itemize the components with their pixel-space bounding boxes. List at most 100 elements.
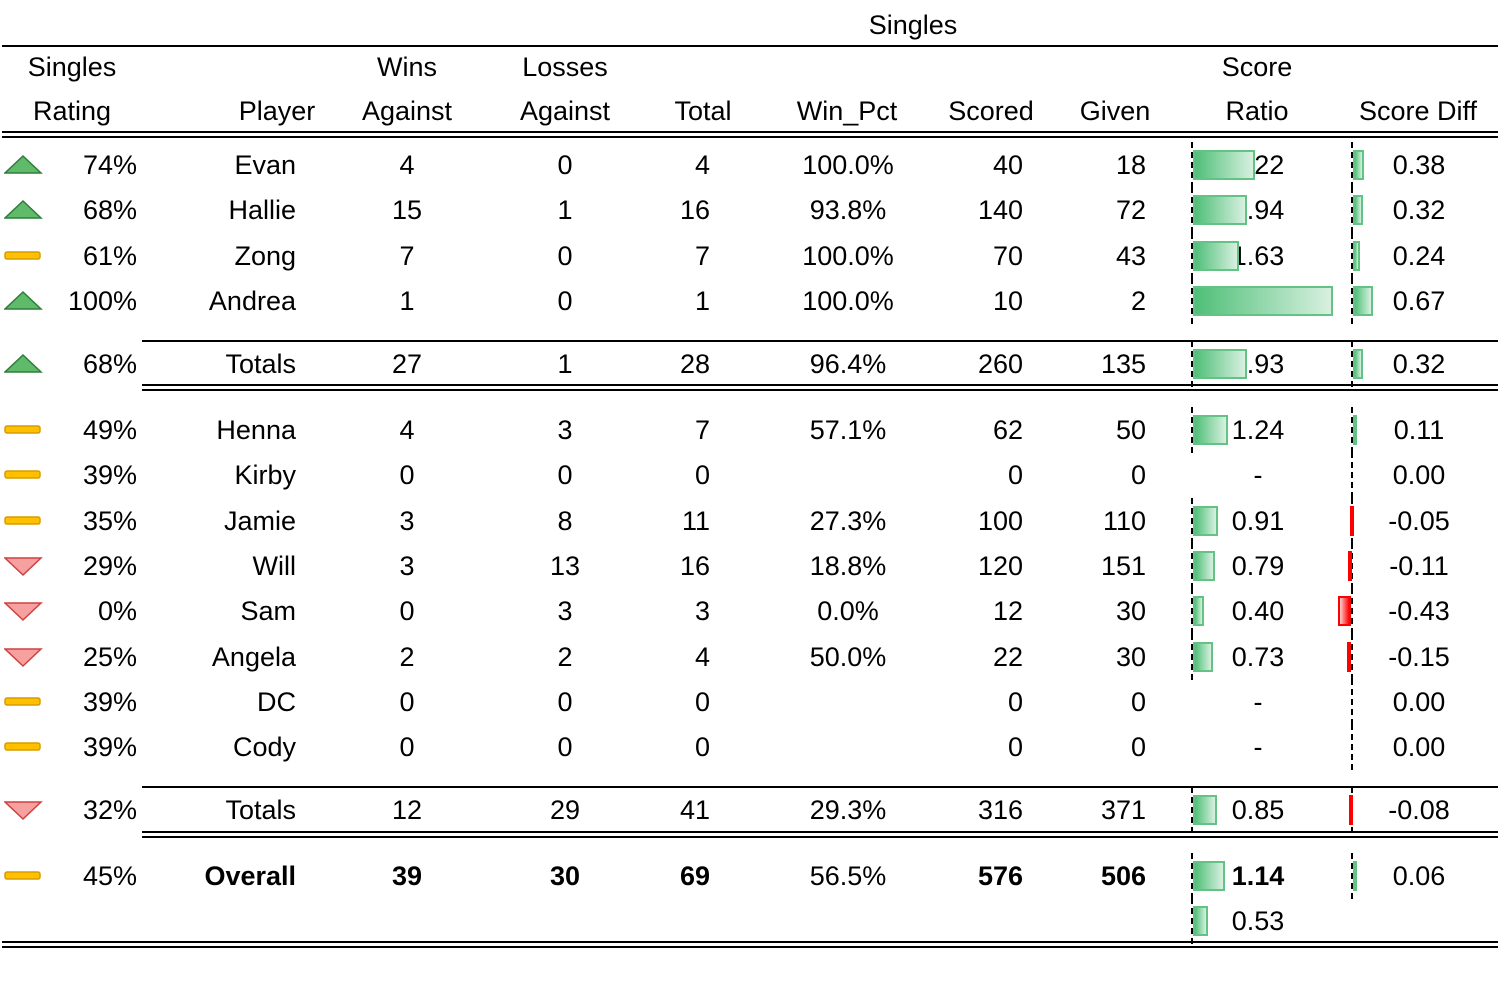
cell: 0: [557, 460, 573, 490]
cell: 4: [694, 642, 710, 672]
trend-icon: [4, 251, 41, 260]
cell: 0: [694, 460, 710, 490]
cell: -: [1253, 687, 1263, 717]
cell: 0.85: [1231, 795, 1285, 825]
data-bar: [1353, 349, 1363, 379]
cell: 1.24: [1231, 415, 1285, 445]
axis-line: [1191, 498, 1193, 544]
cell: 3: [399, 551, 415, 581]
cell: 0: [399, 687, 415, 717]
rule: [142, 836, 1498, 838]
cell: 2: [557, 642, 573, 672]
axis-line: [1191, 634, 1193, 680]
axis-line: [1351, 452, 1353, 498]
data-bar: [1193, 150, 1256, 180]
cell: Totals: [225, 795, 296, 825]
axis-line: [1351, 142, 1353, 188]
cell: 8: [557, 506, 573, 536]
cell: 43: [1115, 241, 1146, 271]
trend-icon: [4, 648, 43, 668]
axis-line: [1191, 278, 1193, 324]
column-header: Losses: [522, 52, 608, 82]
cell: Henna: [216, 415, 296, 445]
data-bar: [1353, 195, 1363, 225]
axis-line: [1351, 278, 1353, 324]
cell: 16: [679, 195, 710, 225]
cell: 12: [391, 795, 423, 825]
cell: 7: [399, 241, 415, 271]
table-title: Singles: [868, 10, 958, 40]
cell: 15: [391, 195, 423, 225]
cell: 1.14: [1231, 861, 1285, 891]
column-header: Total: [674, 96, 732, 126]
axis-line: [1351, 724, 1353, 770]
cell: 0.00: [1392, 732, 1446, 762]
axis-line: [1191, 233, 1193, 279]
data-bar: [1193, 861, 1225, 891]
data-bar: [1193, 349, 1248, 379]
cell: 0: [557, 150, 573, 180]
cell: 0.00: [1392, 460, 1446, 490]
cell: 0.32: [1392, 349, 1446, 379]
rule: [142, 786, 1498, 788]
cell: -0.15: [1388, 642, 1450, 672]
data-bar: [1353, 286, 1373, 316]
cell: 30: [549, 861, 581, 891]
cell: 4: [399, 150, 415, 180]
cell: 2: [1130, 286, 1146, 316]
cell: 45%: [82, 861, 137, 891]
cell: 13: [549, 551, 581, 581]
cell: 29: [549, 795, 581, 825]
cell: -0.43: [1388, 596, 1450, 626]
cell: 0.11: [1393, 415, 1445, 445]
cell: Andrea: [208, 286, 296, 316]
data-bar: [1193, 906, 1208, 936]
trend-icon: [4, 425, 41, 434]
cell: Totals: [225, 349, 296, 379]
cell: 0: [557, 241, 573, 271]
cell: 0: [1007, 732, 1023, 762]
rule: [142, 389, 1498, 391]
cell: 100%: [67, 286, 137, 316]
cell: 135: [1100, 349, 1146, 379]
data-bar: [1193, 596, 1205, 626]
cell: Evan: [234, 150, 296, 180]
cell: 0.91: [1231, 506, 1285, 536]
cell: -0.08: [1388, 795, 1450, 825]
trend-icon: [4, 470, 41, 479]
cell: 100.0%: [802, 241, 894, 271]
column-header: Score Diff: [1358, 96, 1478, 126]
cell: 4: [694, 150, 710, 180]
column-header: Given: [1079, 96, 1151, 126]
cell: Kirby: [234, 460, 296, 490]
cell: -: [1253, 460, 1263, 490]
cell: Overall: [204, 861, 296, 891]
axis-line: [1351, 187, 1353, 233]
cell: 0.06: [1392, 861, 1446, 891]
cell: 1: [694, 286, 710, 316]
cell: 0.53: [1231, 906, 1285, 936]
cell: 68%: [82, 195, 137, 225]
cell: 1: [557, 195, 573, 225]
column-header: Against: [361, 96, 453, 126]
data-bar: [1348, 795, 1353, 825]
cell: 7: [694, 415, 710, 445]
cell: 39%: [82, 732, 137, 762]
data-bar: [1193, 506, 1219, 536]
cell: 50.0%: [809, 642, 887, 672]
cell: 0.24: [1392, 241, 1446, 271]
cell: 10: [992, 286, 1023, 316]
cell: 28: [679, 349, 710, 379]
cell: 30: [1115, 642, 1146, 672]
column-header: Wins: [377, 52, 437, 82]
trend-icon: [4, 742, 41, 751]
cell: 16: [679, 551, 710, 581]
cell: Jamie: [223, 506, 296, 536]
cell: 74%: [82, 150, 137, 180]
cell: 12: [992, 596, 1023, 626]
cell: 25%: [82, 642, 137, 672]
cell: 0.79: [1231, 551, 1285, 581]
cell: 50: [1115, 415, 1146, 445]
cell: 506: [1100, 861, 1146, 891]
trend-icon: [4, 290, 43, 310]
